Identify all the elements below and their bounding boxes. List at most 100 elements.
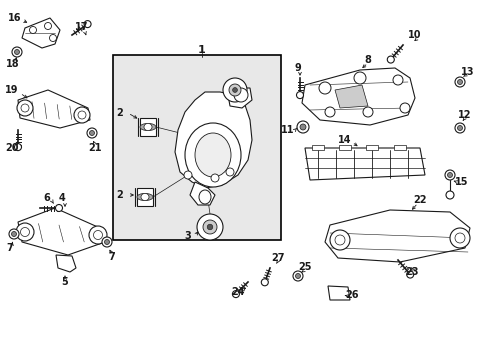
Ellipse shape [228, 84, 241, 96]
Polygon shape [140, 118, 156, 136]
Ellipse shape [318, 82, 330, 94]
Text: 7: 7 [7, 243, 13, 253]
Polygon shape [305, 148, 424, 180]
Ellipse shape [457, 126, 462, 130]
Text: 18: 18 [6, 59, 20, 69]
Text: 25: 25 [298, 262, 311, 272]
Ellipse shape [203, 220, 217, 234]
Text: 3: 3 [184, 231, 191, 241]
Ellipse shape [223, 78, 246, 102]
Ellipse shape [87, 128, 97, 138]
Ellipse shape [454, 123, 464, 133]
Ellipse shape [353, 72, 365, 84]
Ellipse shape [334, 235, 345, 245]
Ellipse shape [49, 35, 57, 41]
Polygon shape [365, 145, 377, 150]
Text: 23: 23 [405, 267, 418, 277]
Ellipse shape [184, 123, 241, 187]
Ellipse shape [295, 274, 300, 279]
Ellipse shape [325, 107, 334, 117]
Ellipse shape [12, 47, 22, 57]
Ellipse shape [399, 103, 409, 113]
Polygon shape [302, 68, 414, 125]
Polygon shape [393, 145, 405, 150]
Ellipse shape [143, 123, 152, 131]
Ellipse shape [84, 21, 91, 28]
Ellipse shape [454, 233, 464, 243]
Polygon shape [325, 210, 469, 262]
Ellipse shape [140, 123, 156, 131]
Polygon shape [327, 286, 349, 300]
Ellipse shape [210, 174, 219, 182]
Polygon shape [175, 92, 251, 188]
Text: 4: 4 [59, 193, 65, 203]
Text: 13: 13 [460, 67, 474, 77]
Ellipse shape [20, 228, 29, 237]
Ellipse shape [74, 107, 90, 123]
Ellipse shape [15, 49, 20, 54]
Ellipse shape [449, 228, 469, 248]
Text: 9: 9 [294, 63, 301, 73]
Ellipse shape [292, 271, 303, 281]
Ellipse shape [197, 214, 223, 240]
Text: 2: 2 [116, 108, 123, 118]
Polygon shape [311, 145, 324, 150]
Ellipse shape [225, 168, 234, 176]
Ellipse shape [392, 75, 402, 85]
Ellipse shape [447, 172, 451, 177]
Polygon shape [334, 85, 367, 108]
Ellipse shape [296, 91, 303, 99]
Ellipse shape [232, 291, 239, 298]
Ellipse shape [29, 27, 37, 33]
Ellipse shape [21, 104, 29, 112]
Ellipse shape [406, 271, 413, 278]
Ellipse shape [232, 87, 237, 93]
Text: 20: 20 [5, 143, 19, 153]
Text: 14: 14 [338, 135, 351, 145]
Text: 7: 7 [108, 252, 115, 262]
Ellipse shape [89, 130, 94, 135]
Ellipse shape [17, 100, 33, 116]
Ellipse shape [44, 22, 51, 30]
Polygon shape [18, 90, 90, 128]
Text: 12: 12 [457, 110, 471, 120]
Text: 22: 22 [412, 195, 426, 205]
Text: 8: 8 [364, 55, 371, 65]
Polygon shape [190, 182, 215, 205]
Ellipse shape [183, 171, 192, 179]
Text: 1: 1 [198, 45, 205, 55]
Ellipse shape [386, 56, 393, 63]
Ellipse shape [329, 230, 349, 250]
Ellipse shape [9, 229, 19, 239]
Ellipse shape [261, 279, 268, 286]
Ellipse shape [93, 230, 102, 239]
Ellipse shape [199, 190, 210, 204]
Text: 6: 6 [43, 193, 50, 203]
Text: 2: 2 [116, 190, 123, 200]
Text: 26: 26 [345, 290, 358, 300]
Polygon shape [18, 208, 105, 255]
Text: 11: 11 [281, 125, 294, 135]
Text: 5: 5 [61, 277, 68, 287]
Polygon shape [227, 88, 251, 108]
Ellipse shape [141, 193, 149, 201]
Ellipse shape [15, 144, 21, 150]
Text: 24: 24 [231, 287, 244, 297]
FancyBboxPatch shape [113, 55, 281, 240]
Text: 21: 21 [88, 143, 102, 153]
Text: 19: 19 [5, 85, 19, 95]
Ellipse shape [16, 223, 34, 241]
Ellipse shape [362, 107, 372, 117]
Ellipse shape [78, 111, 86, 119]
Ellipse shape [234, 88, 247, 102]
Polygon shape [56, 255, 76, 272]
Ellipse shape [444, 170, 454, 180]
Text: 15: 15 [454, 177, 468, 187]
Ellipse shape [299, 124, 305, 130]
Text: 16: 16 [8, 13, 21, 23]
Ellipse shape [55, 204, 62, 211]
Polygon shape [338, 145, 350, 150]
Ellipse shape [104, 239, 109, 244]
Ellipse shape [137, 193, 153, 201]
Text: 10: 10 [407, 30, 421, 40]
